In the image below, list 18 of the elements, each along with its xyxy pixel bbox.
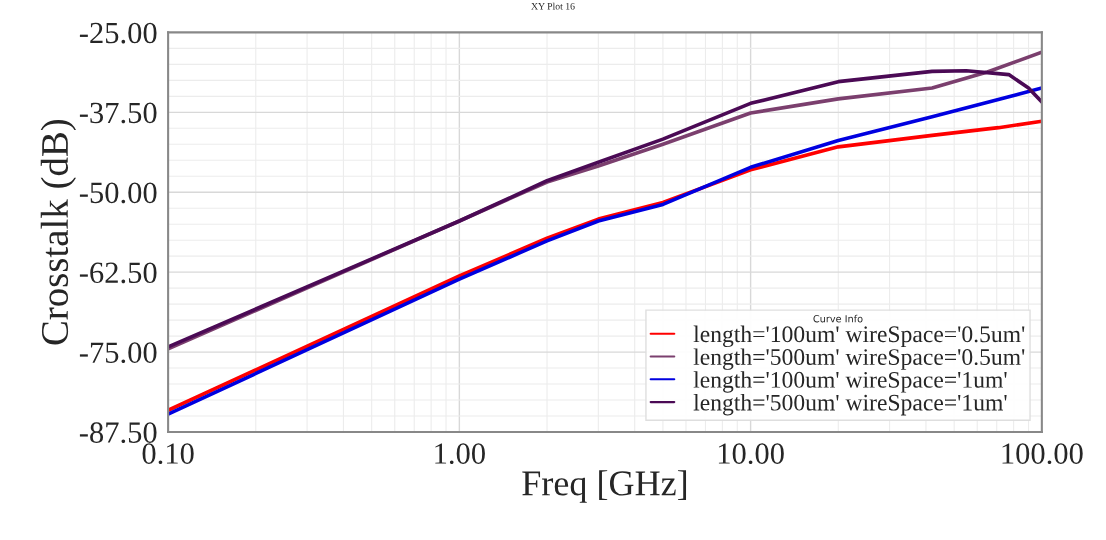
legend-label: length='100um' wireSpace='1um' xyxy=(693,371,1007,393)
legend-label: length='500um' wireSpace='1um' xyxy=(693,393,1007,416)
chart-title: XY Plot 16 xyxy=(531,2,575,10)
x-tick-label: 100.00 xyxy=(1002,443,1083,465)
x-tick-label: 10.00 xyxy=(718,443,784,465)
y-axis-title: Crosstalk (dB) xyxy=(40,119,76,345)
x-axis-title: Freq [GHz] xyxy=(522,470,687,503)
x-tick-label: 0.10 xyxy=(142,443,194,465)
y-tick-label: -50.00 xyxy=(79,182,157,204)
y-tick-label: -25.00 xyxy=(79,22,157,44)
legend-title: Curve Info xyxy=(813,314,863,323)
y-tick-label: -62.50 xyxy=(79,262,157,284)
y-tick-label: -37.50 xyxy=(79,102,157,124)
y-tick-label: -75.00 xyxy=(79,342,157,364)
legend-label: length='500um' wireSpace='0.5um' xyxy=(693,348,1025,370)
y-tick-label: -87.50 xyxy=(79,422,157,444)
legend-label: length='100um' wireSpace='0.5um' xyxy=(693,325,1025,348)
x-tick-label: 1.00 xyxy=(435,443,485,465)
